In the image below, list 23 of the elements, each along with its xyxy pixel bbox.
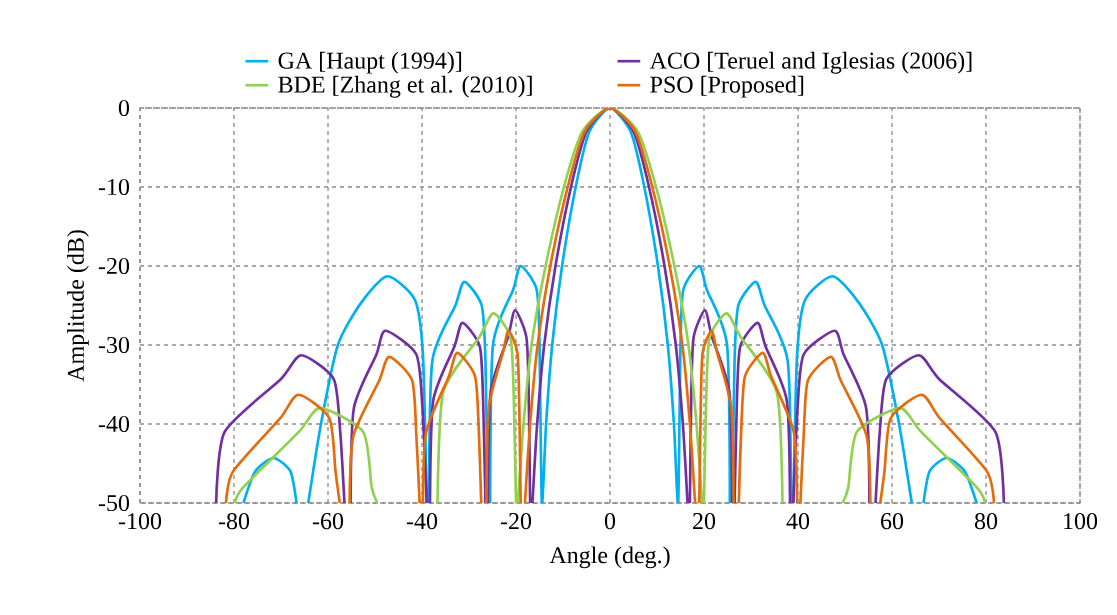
- legend-label: PSO [Proposed]: [650, 75, 804, 98]
- x-tick-label: -100: [118, 513, 162, 530]
- legend-label: BDE [Zhang et al. (2010)]: [278, 75, 532, 98]
- x-tick-label: -60: [312, 513, 344, 530]
- y-tick-label: -30: [98, 336, 130, 354]
- x-tick-label: -20: [500, 513, 532, 530]
- y-tick-label: -40: [98, 415, 130, 433]
- x-axis-title: Angle (deg.): [549, 546, 670, 569]
- y-tick-label: -50: [98, 494, 130, 512]
- x-tick-label: 100: [1064, 513, 1098, 530]
- x-tick-label: -40: [406, 513, 438, 530]
- x-tick-label: 60: [881, 513, 904, 530]
- y-tick-label: -10: [98, 178, 130, 196]
- x-tick-label: 20: [693, 513, 716, 530]
- legend-label: ACO [Teruel and Iglesias (2006)]: [649, 51, 972, 74]
- y-tick-label: -20: [98, 257, 130, 275]
- legend-label: GA [Haupt (1994)]: [278, 51, 462, 74]
- x-tick-label: 80: [974, 513, 998, 530]
- x-tick-label: 0: [604, 513, 616, 530]
- x-tick-label: -80: [218, 513, 250, 530]
- y-axis-title: Amplitude (dB): [67, 230, 89, 382]
- x-tick-label: 40: [786, 513, 810, 530]
- y-tick-label: 0: [118, 99, 130, 117]
